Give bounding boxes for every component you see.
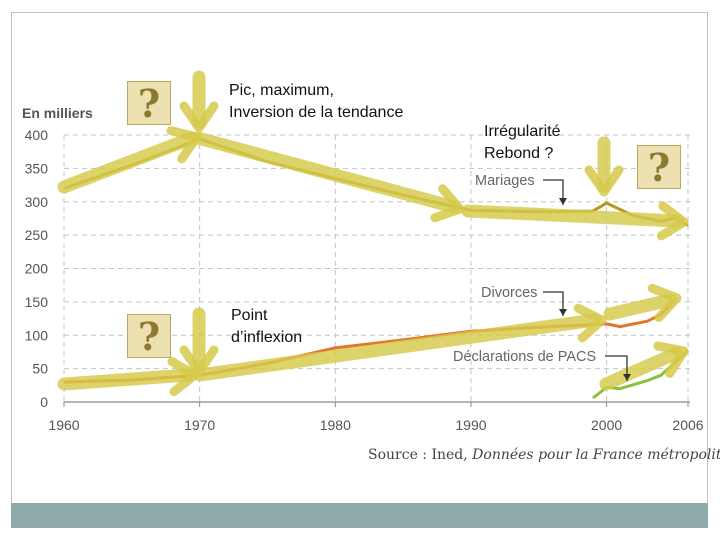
annotation-peak-line2: Inversion de la tendance [229, 104, 404, 121]
y-tick-label: 400 [25, 127, 49, 143]
y-axis-title: En milliers [22, 105, 93, 121]
highlight-chevron-divorce-rise [573, 303, 607, 343]
series-label-pacs-leader-head [623, 374, 631, 381]
x-tick-label: 1990 [455, 417, 486, 433]
x-tick-labels: 1960 1970 1980 1990 2000 2006 [48, 402, 704, 433]
highlight-band-pacs [599, 346, 684, 391]
annotation-inflection-line1: Point [231, 307, 268, 324]
series-label-divorces-leader-head [559, 309, 567, 316]
highlight-band-divorce-rise [193, 313, 602, 382]
y-tick-label: 300 [25, 194, 49, 210]
annotation-peak-line1: Pic, maximum, [229, 82, 334, 99]
highlight-chevron-pacs [653, 341, 689, 378]
chart-source: Source : Ined, Données pour la France mé… [368, 447, 720, 463]
highlight-chevron-peak-pointer [179, 101, 219, 133]
x-tick-label: 1970 [184, 417, 215, 433]
y-tick-label: 350 [25, 160, 49, 176]
y-tick-label: 150 [25, 294, 49, 310]
x-tick-label: 2000 [591, 417, 622, 433]
footer-bar [11, 503, 708, 528]
series-label-pacs: Déclarations de PACS [453, 349, 596, 365]
x-tick-label: 1980 [320, 417, 351, 433]
highlight-chevron-plateau [656, 201, 689, 241]
highlight-band-decline [191, 131, 461, 214]
series-label-divorces-leader [543, 291, 564, 316]
annotation-peak: Pic, maximum, Inversion de la tendance [229, 80, 403, 124]
highlight-band-rise [57, 131, 199, 194]
y-tick-label: 100 [25, 327, 49, 343]
series-label-divorces: Divorces [481, 285, 537, 301]
annotation-irregular-line2: Rebond ? [484, 145, 554, 162]
y-tick-label: 200 [25, 261, 49, 277]
highlight-band-divorce-early [57, 368, 195, 391]
question-box-irregular: ? [637, 145, 681, 190]
series-labels: Mariages Divorces Déclarations de PACS [453, 173, 631, 381]
highlight-band-divorce-end [603, 293, 677, 321]
highlight-band-plateau [461, 204, 684, 228]
highlight-chevron-divorce-end [647, 283, 682, 323]
series-label-mariages-leader-head [559, 198, 567, 205]
question-box-inflection: ? [127, 314, 171, 359]
highlight-chevron-irregular-pointer [584, 165, 624, 197]
annotation-irregular: Irrégularité Rebond ? [484, 121, 560, 165]
x-tick-label: 2006 [672, 417, 703, 433]
highlight-arrows [57, 70, 689, 396]
annotation-inflection-line2: d’inflexion [231, 329, 303, 346]
series-label-mariages: Mariages [475, 173, 535, 189]
annotation-irregular-line1: Irrégularité [484, 123, 561, 140]
y-tick-labels: 0 50 100 150 200 250 300 350 400 [25, 127, 49, 410]
y-tick-label: 250 [25, 227, 49, 243]
y-tick-label: 50 [32, 361, 48, 377]
question-box-peak: ? [127, 81, 171, 126]
series-label-pacs-leader [605, 355, 628, 381]
series-label-mariages-leader [543, 179, 564, 205]
source-prefix: Source : Ined, [368, 447, 473, 463]
source-italic: Données pour la France métropolitaine. [472, 447, 720, 463]
x-tick-label: 1960 [48, 417, 79, 433]
annotation-inflection: Point d’inflexion [231, 305, 302, 349]
y-tick-label: 0 [40, 394, 48, 410]
highlight-chevron-decline [430, 184, 465, 223]
